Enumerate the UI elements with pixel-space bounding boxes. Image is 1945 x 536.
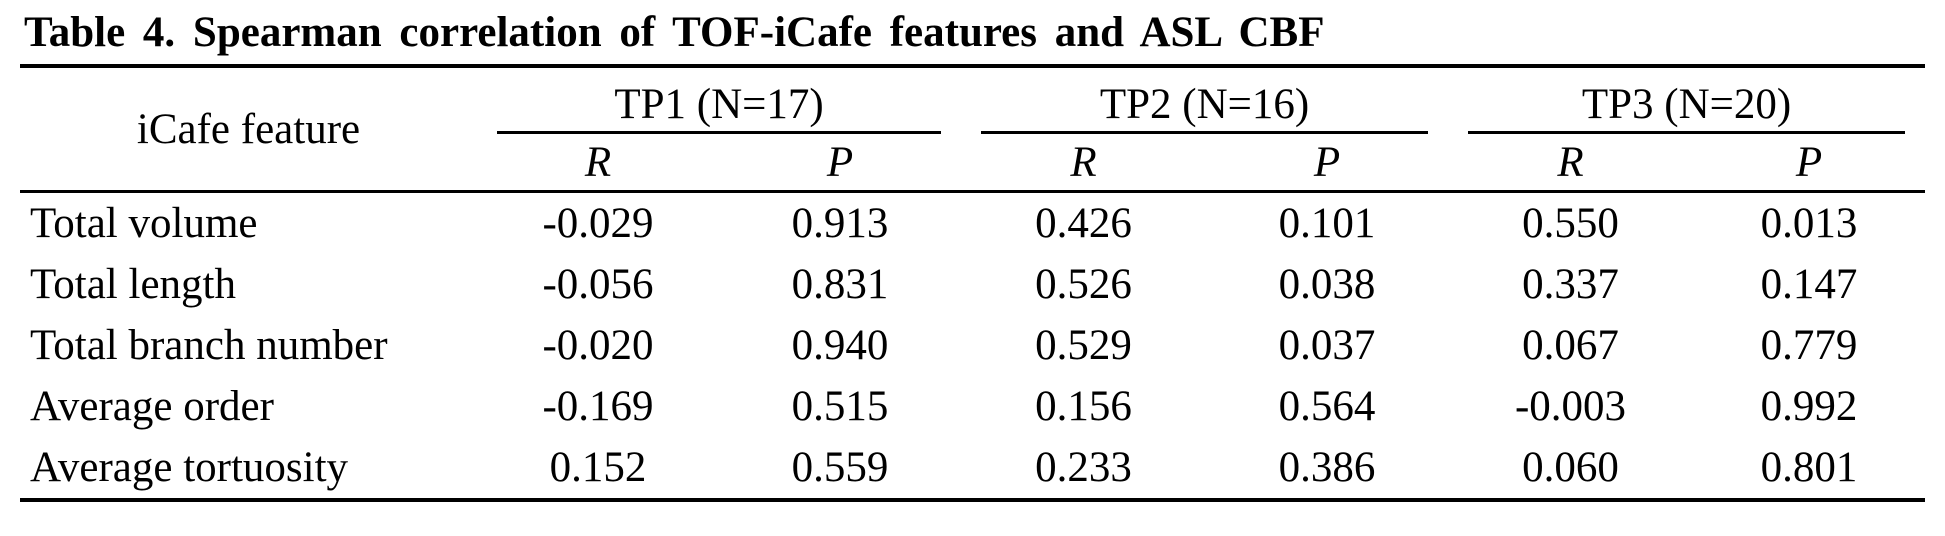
value-cell: 0.013 xyxy=(1760,200,1858,248)
value-cell: 0.152 xyxy=(549,444,647,492)
value-cell: 0.147 xyxy=(1760,261,1858,309)
value-cell: -0.169 xyxy=(542,383,654,431)
feature-cell: Average order xyxy=(30,383,274,431)
value-cell: 0.426 xyxy=(1035,200,1132,248)
group-label-tp1: TP1 (N=17) xyxy=(614,81,824,129)
column-group-tp1: TP1 (N=17) xyxy=(477,68,961,135)
p-subheader-tp3: P xyxy=(1693,134,1925,194)
group-underline-tp2: TP2 (N=16) xyxy=(981,80,1428,135)
value-cell: 0.233 xyxy=(1035,444,1132,492)
group-underline-tp3: TP3 (N=20) xyxy=(1468,80,1905,135)
value-cell: 0.801 xyxy=(1760,444,1858,492)
subheader-row: R P R P R P xyxy=(20,134,1925,194)
table-title: Table 4. Spearman correlation of TOF-iCa… xyxy=(20,6,1925,69)
value-cell: 0.529 xyxy=(1035,322,1132,370)
r-subheader-tp3: R xyxy=(1448,134,1693,194)
value-cell: 0.526 xyxy=(1035,261,1132,309)
value-cell: 0.779 xyxy=(1760,322,1858,370)
feature-cell: Average tortuosity xyxy=(30,444,349,492)
value-cell: 0.156 xyxy=(1035,383,1132,431)
value-cell: 0.101 xyxy=(1278,200,1376,248)
value-cell: -0.003 xyxy=(1514,383,1627,431)
group-underline-tp1: TP1 (N=17) xyxy=(497,80,941,135)
value-cell: -0.056 xyxy=(542,261,654,309)
r-subheader-tp2: R xyxy=(961,134,1206,194)
feature-cell: Total volume xyxy=(30,200,258,248)
value-cell: 0.037 xyxy=(1278,322,1376,370)
group-label-tp3: TP3 (N=20) xyxy=(1581,81,1792,129)
table-row: Total branch number -0.020 0.940 0.529 0… xyxy=(20,315,1925,376)
value-cell: 0.831 xyxy=(791,261,889,309)
paper-table-region: Table 4. Spearman correlation of TOF-iCa… xyxy=(20,6,1925,503)
p-subheader-tp1: P xyxy=(719,134,961,194)
table-row: Average order -0.169 0.515 0.156 0.564 -… xyxy=(20,376,1925,437)
r-subheader-tp1: R xyxy=(477,134,719,194)
feature-column-header: iCafe feature xyxy=(20,68,477,194)
table-row: Total volume -0.029 0.913 0.426 0.101 0.… xyxy=(20,192,1925,255)
value-cell: 0.559 xyxy=(791,444,889,492)
value-cell: 0.564 xyxy=(1278,383,1376,431)
column-group-tp2: TP2 (N=16) xyxy=(961,68,1448,135)
value-cell: 0.550 xyxy=(1522,200,1619,248)
value-cell: 0.913 xyxy=(791,200,889,248)
value-cell: 0.386 xyxy=(1278,444,1376,492)
value-cell: 0.515 xyxy=(791,383,889,431)
feature-cell: Total length xyxy=(30,261,236,309)
value-cell: 0.060 xyxy=(1522,444,1619,492)
value-cell: -0.020 xyxy=(542,322,654,370)
value-cell: 0.337 xyxy=(1522,261,1619,309)
feature-cell: Total branch number xyxy=(30,322,388,370)
table-row: Average tortuosity 0.152 0.559 0.233 0.3… xyxy=(20,437,1925,500)
group-label-tp2: TP2 (N=16) xyxy=(1099,81,1310,129)
value-cell: 0.067 xyxy=(1522,322,1619,370)
value-cell: -0.029 xyxy=(542,200,654,248)
table-row: Total length -0.056 0.831 0.526 0.038 0.… xyxy=(20,254,1925,315)
p-subheader-tp2: P xyxy=(1206,134,1448,194)
correlation-table: iCafe feature TP1 (N=17) TP2 (N=16) TP3 … xyxy=(20,68,1925,503)
group-header-row: iCafe feature TP1 (N=17) TP2 (N=16) TP3 … xyxy=(20,68,1925,194)
column-group-tp3: TP3 (N=20) xyxy=(1448,68,1925,135)
value-cell: 0.038 xyxy=(1278,261,1376,309)
value-cell: 0.940 xyxy=(791,322,889,370)
value-cell: 0.992 xyxy=(1760,383,1858,431)
